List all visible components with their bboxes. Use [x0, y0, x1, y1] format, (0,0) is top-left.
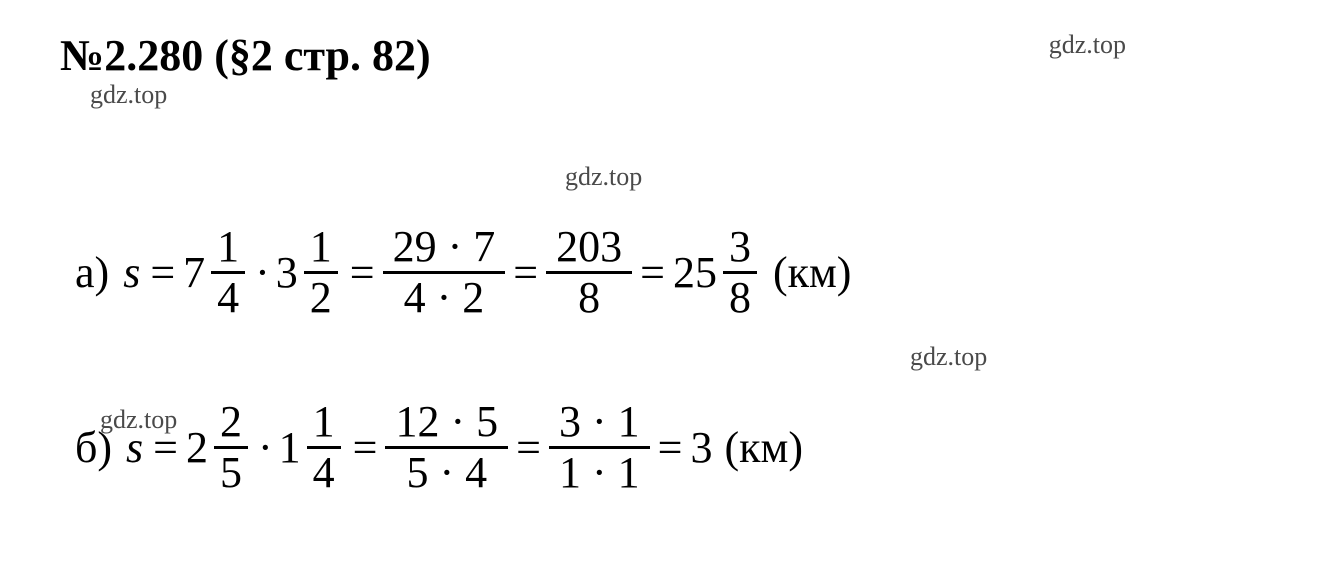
fraction-b3: 12 · 5 5 · 4 — [385, 400, 508, 495]
equals-a-2: = — [350, 247, 375, 298]
fraction-a3: 29 · 7 4 · 2 — [383, 225, 506, 320]
whole-b2: 1 — [279, 422, 301, 473]
watermark-top-right: gdz.top — [1049, 30, 1126, 60]
equation-row-b: б) s = 2 2 5 · 1 1 4 = 12 · 5 5 · 4 = 3 … — [75, 400, 803, 495]
mixed-number-a2: 3 1 2 — [276, 225, 342, 320]
numerator-b3: 12 · 5 — [385, 400, 508, 449]
denominator-a2: 2 — [304, 274, 338, 320]
numerator-a3: 29 · 7 — [383, 225, 506, 274]
watermark-after-a: gdz.top — [910, 342, 987, 372]
watermark-middle: gdz.top — [565, 162, 642, 192]
multiply-dot-a1: · — [255, 247, 270, 298]
whole-b1: 2 — [186, 422, 208, 473]
equals-b-3: = — [516, 422, 541, 473]
equals-b-4: = — [658, 422, 683, 473]
variable-s-a: s — [123, 247, 140, 298]
fraction-b2: 1 4 — [307, 400, 341, 495]
numerator-a2: 1 — [304, 225, 338, 274]
unit-a: (км) — [773, 247, 852, 298]
mixed-number-a1: 7 1 4 — [183, 225, 249, 320]
fraction-a-result: 3 8 — [723, 225, 757, 320]
denominator-b4: 1 · 1 — [549, 449, 650, 495]
denominator-b2: 4 — [307, 449, 341, 495]
denominator-b1: 5 — [214, 449, 248, 495]
numerator-a1: 1 — [211, 225, 245, 274]
equals-a-4: = — [640, 247, 665, 298]
numerator-a-result: 3 — [723, 225, 757, 274]
fraction-b1: 2 5 — [214, 400, 248, 495]
denominator-a4: 8 — [568, 274, 610, 320]
whole-a1: 7 — [183, 247, 205, 298]
denominator-a1: 4 — [211, 274, 245, 320]
label-a: а) — [75, 247, 109, 298]
multiply-dot-b1: · — [258, 422, 273, 473]
watermark-top-left: gdz.top — [90, 80, 167, 110]
whole-a2: 3 — [276, 247, 298, 298]
equals-b-1: = — [153, 422, 178, 473]
whole-a-result: 25 — [673, 247, 717, 298]
equals-b-2: = — [353, 422, 378, 473]
equals-a-1: = — [150, 247, 175, 298]
equation-row-a: а) s = 7 1 4 · 3 1 2 = 29 · 7 4 · 2 = 20… — [75, 225, 851, 320]
denominator-a3: 4 · 2 — [394, 274, 495, 320]
fraction-a2: 1 2 — [304, 225, 338, 320]
numerator-a4: 203 — [546, 225, 632, 274]
unit-b: (км) — [724, 422, 803, 473]
mixed-number-b2: 1 1 4 — [279, 400, 345, 495]
label-b: б) — [75, 422, 112, 473]
result-b: 3 — [690, 422, 712, 473]
fraction-a1: 1 4 — [211, 225, 245, 320]
mixed-number-a-result: 25 3 8 — [673, 225, 761, 320]
fraction-a4: 203 8 — [546, 225, 632, 320]
equals-a-3: = — [513, 247, 538, 298]
denominator-b3: 5 · 4 — [396, 449, 497, 495]
variable-s-b: s — [126, 422, 143, 473]
mixed-number-b1: 2 2 5 — [186, 400, 252, 495]
fraction-b4: 3 · 1 1 · 1 — [549, 400, 650, 495]
numerator-b4: 3 · 1 — [549, 400, 650, 449]
denominator-a-result: 8 — [723, 274, 757, 320]
numerator-b2: 1 — [307, 400, 341, 449]
numerator-b1: 2 — [214, 400, 248, 449]
